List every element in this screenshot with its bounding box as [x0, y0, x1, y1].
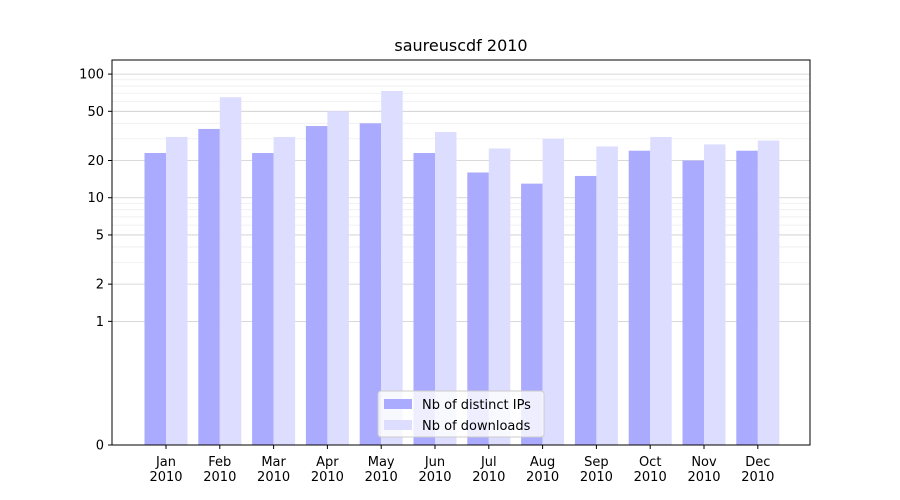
y-axis: 0 1 2 5 10 20 50 100	[79, 68, 112, 454]
x-tick-label: Nov 2010	[687, 455, 720, 485]
legend-box	[377, 390, 545, 438]
bar-distinct-ips	[628, 150, 651, 445]
bar-downloads	[381, 90, 403, 445]
y-tick-label: 10	[87, 191, 104, 206]
bar-downloads	[273, 136, 296, 445]
bar-distinct-ips	[359, 123, 382, 445]
bar-downloads	[166, 136, 188, 445]
chart-title: saureuscdf 2010	[394, 36, 527, 55]
bar-downloads	[596, 146, 618, 445]
bar-downloads	[650, 136, 672, 445]
bar-distinct-ips	[521, 183, 543, 445]
bar-distinct-ips	[305, 126, 328, 445]
x-tick-label: Jun 2010	[418, 455, 451, 485]
bar-distinct-ips	[252, 153, 274, 445]
x-tick-label: Mar 2010	[257, 455, 290, 485]
bar-distinct-ips	[467, 172, 489, 446]
x-tick-label: Apr 2010	[311, 455, 344, 485]
x-tick-label: Aug 2010	[526, 455, 559, 485]
y-tick-label: 50	[87, 105, 104, 120]
bar-downloads	[435, 132, 457, 446]
bar-downloads	[542, 138, 565, 446]
y-tick-label: 100	[79, 68, 104, 83]
legend-label: Nb of distinct IPs	[422, 398, 531, 413]
bar-downloads	[219, 97, 242, 446]
bar-downloads	[704, 144, 726, 445]
x-tick-label: Feb 2010	[203, 455, 236, 485]
x-tick-label: Dec 2010	[741, 455, 774, 485]
x-tick-label: Jul 2010	[472, 455, 505, 485]
bar-downloads	[327, 111, 349, 445]
legend-label: Nb of downloads	[422, 419, 531, 434]
x-tick-label: Oct 2010	[634, 455, 667, 485]
x-tick-label: Sep 2010	[580, 455, 613, 485]
bar-distinct-ips	[198, 128, 220, 445]
bar-distinct-ips	[736, 150, 758, 445]
x-tick-label: Jan 2010	[149, 455, 182, 485]
legend: Nb of distinct IPs Nb of downloads	[377, 390, 545, 438]
y-tick-label: 5	[96, 228, 104, 243]
legend-swatch	[384, 399, 412, 409]
bar-downloads	[757, 140, 780, 445]
bar-distinct-ips	[413, 153, 435, 445]
y-tick-label: 2	[96, 278, 104, 293]
bar-distinct-ips	[144, 153, 166, 445]
bar-distinct-ips	[682, 160, 704, 445]
bar-downloads	[488, 148, 511, 445]
bars	[144, 90, 780, 446]
bar-distinct-ips	[574, 175, 597, 445]
x-axis: Jan 2010 Feb 2010 Mar 2010 Apr 2010 May 2010 Jun 20…	[149, 445, 774, 485]
legend-swatch	[384, 420, 412, 430]
y-tick-label: 1	[96, 315, 104, 330]
x-tick-label: May 2010	[365, 455, 398, 485]
plot-frame	[111, 59, 811, 446]
y-tick-label: 0	[96, 439, 104, 454]
y-tick-label: 20	[87, 154, 104, 169]
